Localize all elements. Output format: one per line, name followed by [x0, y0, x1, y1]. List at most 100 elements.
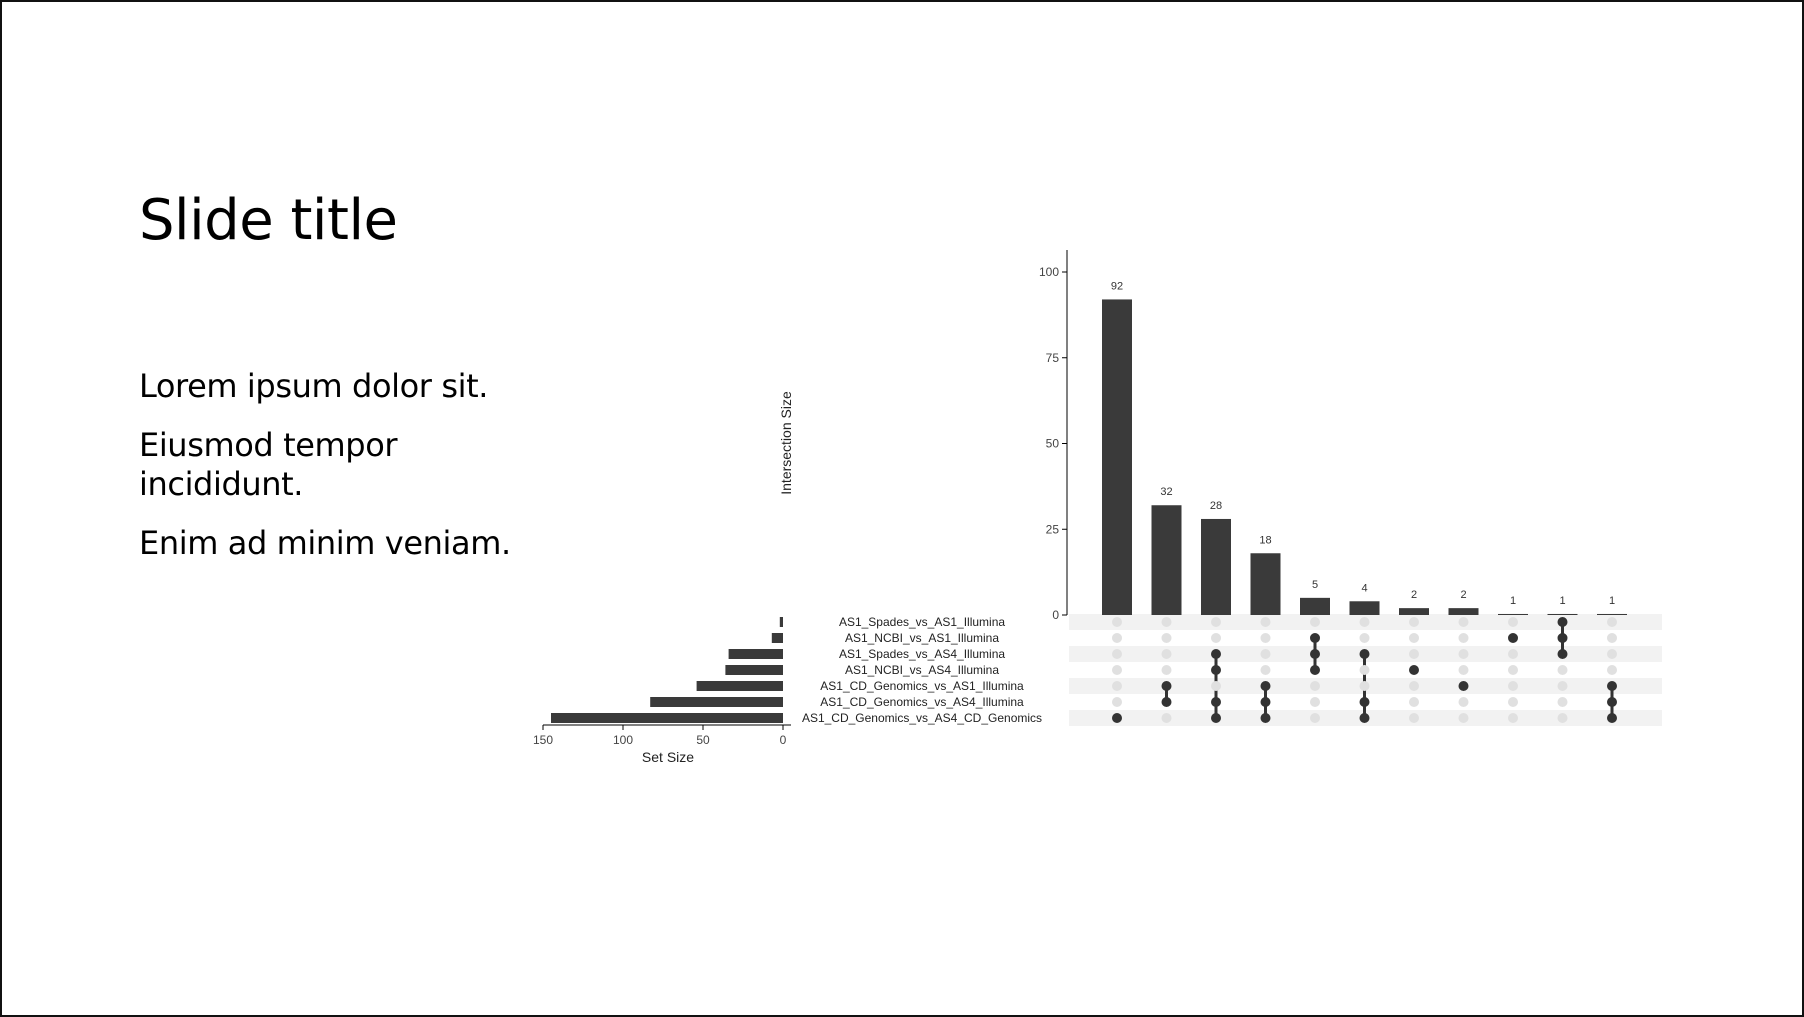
intersection-bar-label: 1 — [1559, 595, 1565, 607]
set-size-axis-tick-label: 150 — [533, 733, 553, 747]
matrix-dot-filled — [1260, 681, 1271, 691]
matrix-dot-empty — [1359, 633, 1370, 643]
matrix-dot-empty — [1112, 697, 1122, 707]
intersection-bar-label: 4 — [1361, 582, 1367, 594]
matrix-dot-empty — [1359, 617, 1370, 627]
matrix-dot-filled — [1310, 633, 1320, 643]
intersection-bar — [1597, 613, 1627, 615]
matrix-dot-empty — [1211, 681, 1221, 691]
matrix-dot-filled — [1211, 713, 1221, 723]
intersection-bar-label: 5 — [1312, 579, 1318, 591]
intersection-bar — [1201, 518, 1231, 615]
bullet-item: Lorem ipsum dolor sit. — [139, 367, 488, 405]
matrix-dot-filled — [1211, 697, 1221, 707]
matrix-dot-empty — [1310, 713, 1320, 723]
matrix-dot-filled — [1508, 633, 1518, 643]
matrix-dot-filled — [1310, 649, 1320, 659]
matrix-dot-filled — [1359, 713, 1370, 723]
set-size-axis-tick-label: 0 — [780, 733, 787, 747]
intersection-axis-tick-label: 100 — [1039, 265, 1059, 279]
matrix-dot-empty — [1310, 697, 1320, 707]
matrix-dot-empty — [1359, 665, 1370, 675]
set-size-axis-label: Set Size — [642, 749, 694, 765]
matrix-dot-filled — [1161, 697, 1172, 707]
intersection-bar-label: 32 — [1160, 486, 1172, 498]
intersection-bar-label: 1 — [1609, 595, 1615, 607]
set-size-bar — [696, 681, 783, 691]
matrix-dot-filled — [1161, 681, 1172, 691]
set-size-bar — [779, 617, 783, 627]
matrix-dot-filled — [1211, 649, 1221, 659]
set-size-bar — [551, 713, 783, 723]
matrix-dot-empty — [1112, 665, 1122, 675]
intersection-bar-label: 92 — [1111, 280, 1123, 292]
intersection-bar — [1349, 601, 1380, 615]
bullet-list: Lorem ipsum dolor sit. Eiusmod tempor in… — [139, 367, 559, 583]
set-size-bar — [725, 665, 783, 675]
matrix-dot-empty — [1409, 649, 1419, 659]
matrix-dot-empty — [1409, 697, 1419, 707]
intersection-axis-tick-label: 25 — [1046, 522, 1060, 536]
intersection-bar — [1102, 299, 1132, 615]
matrix-dot-empty — [1409, 617, 1419, 627]
matrix-dot-empty — [1260, 617, 1271, 627]
matrix-dot-filled — [1557, 617, 1568, 627]
matrix-dot-empty — [1409, 633, 1419, 643]
set-name-label: AS1_CD_Genomics_vs_AS4_CD_Genomics — [802, 711, 1042, 725]
set-size-bar — [728, 649, 783, 659]
intersection-bar — [1448, 608, 1479, 615]
matrix-dot-empty — [1508, 649, 1518, 659]
intersection-bar — [1250, 553, 1281, 615]
matrix-dot-empty — [1557, 681, 1568, 691]
matrix-dot-empty — [1557, 697, 1568, 707]
matrix-dot-filled — [1310, 665, 1320, 675]
intersection-bar — [1300, 597, 1330, 615]
intersection-axis-tick-label: 50 — [1046, 437, 1060, 451]
matrix-dot-empty — [1161, 617, 1172, 627]
matrix-dot-empty — [1260, 633, 1271, 643]
matrix-dot-empty — [1112, 617, 1122, 627]
intersection-bar — [1547, 613, 1578, 615]
set-name-label: AS1_Spades_vs_AS1_Illumina — [839, 615, 1005, 629]
matrix-dot-empty — [1359, 681, 1370, 691]
set-size-bar — [650, 697, 783, 707]
matrix-dot-empty — [1161, 633, 1172, 643]
matrix-dot-empty — [1557, 665, 1568, 675]
matrix-dot-empty — [1161, 665, 1172, 675]
matrix-dot-empty — [1607, 617, 1617, 627]
matrix-dot-empty — [1161, 713, 1172, 723]
intersection-bar-label: 2 — [1411, 589, 1417, 601]
matrix-dot-empty — [1508, 713, 1518, 723]
intersection-bar-label: 2 — [1460, 589, 1466, 601]
matrix-dot-filled — [1260, 697, 1271, 707]
intersection-bar-label: 28 — [1210, 500, 1222, 512]
matrix-dot-empty — [1409, 681, 1419, 691]
set-name-label: AS1_CD_Genomics_vs_AS1_Illumina — [820, 679, 1024, 693]
matrix-dot-empty — [1458, 697, 1469, 707]
matrix-dot-empty — [1458, 617, 1469, 627]
matrix-dot-empty — [1508, 697, 1518, 707]
set-name-label: AS1_NCBI_vs_AS4_Illumina — [845, 663, 999, 677]
matrix-dot-filled — [1260, 713, 1271, 723]
matrix-dot-empty — [1112, 633, 1122, 643]
matrix-dot-empty — [1409, 713, 1419, 723]
matrix-dot-empty — [1607, 665, 1617, 675]
matrix-dot-filled — [1359, 649, 1370, 659]
bullet-item: Enim ad minim veniam. — [139, 524, 511, 562]
matrix-dot-filled — [1359, 697, 1370, 707]
intersection-bar — [1151, 505, 1182, 615]
set-size-bar — [771, 633, 783, 643]
set-name-label: AS1_Spades_vs_AS4_Illumina — [839, 647, 1005, 661]
bullet-item: Eiusmod tempor incididunt. — [139, 426, 398, 503]
matrix-dot-empty — [1310, 681, 1320, 691]
matrix-dot-empty — [1310, 617, 1320, 627]
matrix-dot-empty — [1607, 649, 1617, 659]
set-size-axis-tick-label: 50 — [696, 733, 710, 747]
matrix-dot-empty — [1508, 681, 1518, 691]
matrix-dot-filled — [1112, 713, 1122, 723]
matrix-dot-empty — [1112, 649, 1122, 659]
set-size-axis-tick-label: 100 — [613, 733, 633, 747]
matrix-dot-empty — [1458, 633, 1469, 643]
matrix-dot-filled — [1557, 633, 1568, 643]
